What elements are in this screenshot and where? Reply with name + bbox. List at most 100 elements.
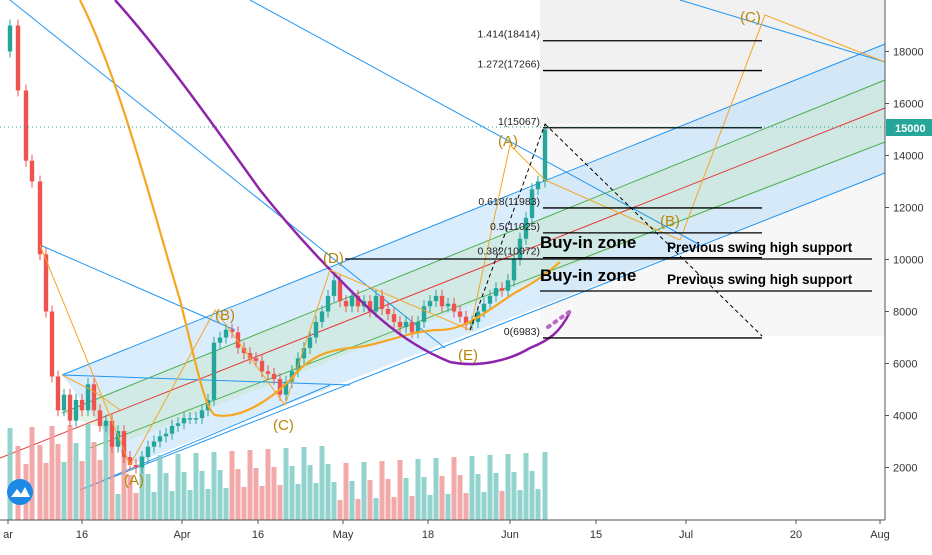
volume-bar xyxy=(61,462,67,520)
candle-body xyxy=(427,301,433,307)
candle-body xyxy=(187,418,193,420)
candle-body xyxy=(109,420,115,447)
candle-body xyxy=(367,301,373,312)
volume-bar xyxy=(145,474,151,520)
volume-bar xyxy=(403,478,409,520)
candle-body xyxy=(403,321,409,328)
volume-bar xyxy=(445,494,451,520)
candle-body xyxy=(421,306,427,322)
candle-body xyxy=(49,311,55,377)
trendline-2 xyxy=(249,0,701,246)
volume-bar xyxy=(391,497,397,520)
time-axis: ar 16 Apr 16 May 18 Jun 15 Jul 20 Aug xyxy=(3,520,890,541)
candle-body xyxy=(91,384,97,411)
tradingview-logo[interactable] xyxy=(7,479,33,505)
volume-bar xyxy=(97,460,103,520)
volume-bar xyxy=(475,474,481,520)
wave-label-c2: (C) xyxy=(740,9,761,26)
volume-bar xyxy=(7,428,13,520)
buy-zone-label-1: Buy-in zone xyxy=(540,233,636,252)
wave-label-d: (D) xyxy=(323,250,344,267)
fib-label: 0.382(10072) xyxy=(478,246,540,258)
xtick-label: Jun xyxy=(501,529,519,541)
volume-bar xyxy=(469,456,475,520)
candle-body xyxy=(253,358,259,361)
fib-label: 0.618(11983) xyxy=(478,196,540,208)
support-label-1: Previous swing high support xyxy=(667,240,853,255)
volume-bar xyxy=(271,467,277,520)
volume-bar xyxy=(367,480,373,520)
volume-bar xyxy=(355,499,361,520)
ma-purple xyxy=(114,0,572,366)
volume-bar xyxy=(43,463,49,520)
candle-body xyxy=(193,418,199,420)
candle-body xyxy=(169,425,175,434)
current-price-badge xyxy=(886,119,932,136)
candle-body xyxy=(325,295,331,312)
candle-body xyxy=(145,446,151,458)
volume-bar xyxy=(205,489,211,520)
candle-body xyxy=(535,181,541,190)
volume-bar xyxy=(481,492,487,520)
candle-body xyxy=(127,457,133,465)
volume-bar xyxy=(37,445,43,520)
candle-body xyxy=(133,464,139,468)
candle-body xyxy=(343,301,349,307)
candle-body xyxy=(103,420,109,426)
candle-body xyxy=(37,181,43,255)
candle-body xyxy=(373,295,379,312)
candle-body xyxy=(61,394,67,411)
volume-bar xyxy=(301,447,307,520)
candle-body xyxy=(247,353,253,359)
xtick-label: Apr xyxy=(173,529,190,541)
xtick-label: 18 xyxy=(422,529,434,541)
volume-bar xyxy=(29,427,35,520)
candle-body xyxy=(499,288,505,291)
channel-lower-line xyxy=(79,172,886,491)
ytick-label: 16000 xyxy=(893,99,924,111)
candle-body xyxy=(85,384,91,411)
candle-body xyxy=(481,303,487,312)
volume-bar xyxy=(73,443,79,520)
xtick-label: 15 xyxy=(590,529,602,541)
volume-bar xyxy=(331,482,337,520)
volume-bar xyxy=(433,458,439,520)
volume-bar xyxy=(79,461,85,520)
candle-body xyxy=(97,410,103,426)
volume-bar xyxy=(295,484,301,520)
candle-body xyxy=(439,295,445,307)
trendline-1 xyxy=(9,0,446,349)
volume-bar xyxy=(337,500,343,520)
candle-body xyxy=(445,303,451,307)
candle-body xyxy=(235,332,241,348)
trendline-4 xyxy=(39,244,236,331)
volume-bar xyxy=(193,453,199,520)
volume-bar xyxy=(529,471,535,520)
volume-bar xyxy=(517,490,523,520)
xtick-label: ar xyxy=(3,529,13,541)
volume-bar xyxy=(439,476,445,520)
candle-body xyxy=(331,280,337,296)
volume-bar xyxy=(523,453,529,520)
candle-body xyxy=(542,129,548,182)
candle-body xyxy=(139,457,145,468)
candle-body xyxy=(43,254,49,312)
xtick-label: May xyxy=(333,529,354,541)
volume-bar xyxy=(397,460,403,520)
volume-bar xyxy=(181,472,187,520)
channel-inner-fill xyxy=(62,80,885,440)
candle-body xyxy=(217,337,223,343)
wave-label-b1: (B) xyxy=(215,307,235,324)
volume-bar xyxy=(535,489,541,520)
volume-bar xyxy=(313,483,319,520)
candle-body xyxy=(313,321,319,338)
volume-bar xyxy=(319,446,325,520)
volume-bar xyxy=(223,488,229,520)
volume-bar xyxy=(385,479,391,520)
wave-label-e: (E) xyxy=(458,347,478,364)
volume-bar xyxy=(121,457,127,520)
candle-body xyxy=(265,371,271,374)
volume-bar xyxy=(235,469,241,520)
